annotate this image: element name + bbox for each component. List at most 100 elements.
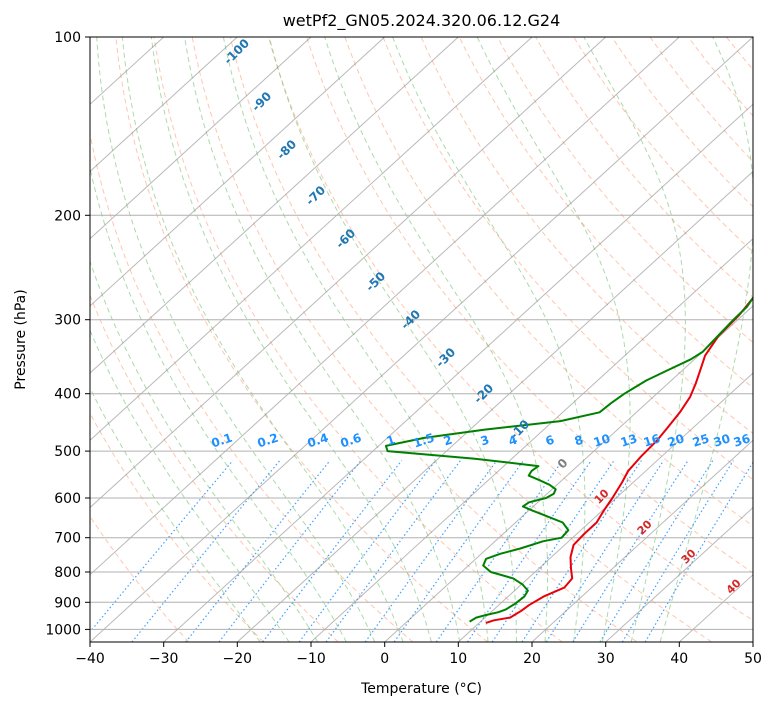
dry-adiabat-line (229, 37, 712, 642)
isotherm-line (605, 506, 753, 642)
y-tick-label: 800 (54, 565, 81, 581)
isotherm-line (310, 237, 753, 642)
dry-adiabat-line (687, 37, 753, 117)
isotherm-line (90, 37, 533, 442)
mixing-ratio-label: 16 (642, 431, 662, 449)
x-axis-ticks: −40 −30 −20 −10 0 10 20 30 40 50 (75, 642, 762, 667)
moist-adiabat-line (90, 387, 261, 642)
moist-adiabat-line (392, 37, 586, 642)
isotherm-line (236, 170, 753, 642)
dry-adiabat-line (153, 37, 563, 642)
moist-adiabat-label: -20 (471, 381, 496, 406)
y-tick-label: 1000 (45, 622, 81, 638)
dry-adiabat-label: 30 (679, 546, 699, 566)
isotherm-line (90, 37, 607, 509)
isotherm-line (531, 439, 753, 642)
mixing-ratio-label: 1.5 (412, 431, 437, 451)
mixing-ratio-label: 0.2 (256, 431, 281, 451)
isotherm-line (752, 641, 753, 642)
dry-adiabat-line (573, 37, 753, 253)
mixing-ratio-label: 36 (732, 431, 752, 449)
mixing-ratio-line (298, 460, 437, 642)
dry-adiabat-line (458, 37, 753, 389)
dewpoint-profile-line (384, 295, 753, 623)
plot-area: -100-90-80-70-60-50-40-30-20-10010203040… (90, 37, 753, 642)
isotherm-line (90, 37, 238, 173)
x-tick-label: 0 (380, 651, 389, 667)
moist-adiabat-line (476, 37, 631, 642)
mixing-ratio-lines (90, 460, 753, 642)
mixing-ratio-label: 0.1 (210, 431, 235, 451)
moist-adiabats (90, 37, 753, 642)
dry-adiabat-line (90, 131, 414, 642)
dry-adiabat-line (191, 37, 638, 642)
dry-adiabat-line (90, 293, 339, 642)
x-tick-label: −10 (296, 651, 326, 667)
y-tick-label: 200 (54, 208, 81, 224)
moist-adiabat-line (268, 37, 517, 642)
mixing-ratio-label: 3 (479, 433, 491, 449)
x-tick-label: 50 (744, 651, 762, 667)
mixing-ratio-line (599, 460, 714, 642)
mixing-ratio-line (325, 460, 461, 642)
x-tick-label: −40 (75, 651, 105, 667)
dry-adiabat-line (382, 37, 753, 481)
isotherm-line (457, 372, 753, 642)
dry-adiabat-line (90, 515, 190, 642)
mixing-ratio-label: 8 (573, 433, 585, 449)
dry-adiabat-line (611, 37, 753, 208)
dry-adiabat-label: 20 (635, 517, 655, 537)
temperature-profile-line (485, 296, 753, 624)
mixing-ratio-label: 4 (507, 433, 519, 449)
moist-adiabat-line (583, 37, 686, 642)
profile-series (384, 295, 753, 624)
isotherm-line (90, 37, 386, 307)
mixing-ratio-line (393, 460, 524, 642)
mixing-ratio-label: 0.4 (306, 431, 331, 451)
dry-adiabat-line (726, 37, 753, 71)
x-tick-label: 10 (449, 651, 467, 667)
moist-adiabat-line (184, 37, 461, 642)
dry-adiabat-line (115, 37, 488, 642)
y-tick-label: 600 (54, 491, 81, 507)
moist-adiabat-line (222, 37, 489, 642)
mixing-ratio-label: 30 (712, 431, 732, 449)
mixing-ratio-label: 20 (666, 431, 686, 449)
y-axis-ticks: 1000 900 800 700 600 500 400 300 200 100 (45, 30, 90, 638)
moist-adiabat-line (324, 37, 549, 642)
mixing-ratio-line (467, 460, 592, 642)
y-tick-label: 900 (54, 595, 81, 611)
mixing-ratio-label: 6 (544, 433, 556, 449)
moist-adiabat-line (96, 37, 376, 642)
moist-adiabat-label: -60 (333, 226, 358, 251)
isotherms (90, 37, 753, 642)
mixing-ratio-line (545, 460, 665, 642)
mixing-ratio-line (621, 460, 734, 642)
x-tick-label: 20 (523, 651, 541, 667)
dry-adiabat-line (344, 37, 753, 527)
y-tick-label: 100 (54, 30, 81, 46)
pressure-gridlines (90, 37, 753, 630)
mixing-ratio-line (644, 461, 753, 642)
dry-adiabat-line (535, 37, 753, 298)
x-tick-label: −20 (223, 651, 253, 667)
mixing-ratio-line (131, 460, 281, 642)
isotherm-line (90, 37, 753, 642)
moist-adiabat-line (659, 37, 753, 642)
dry-adiabat-line (268, 37, 753, 622)
dry-adiabat-line (306, 37, 753, 574)
x-tick-label: 40 (670, 651, 688, 667)
mixing-ratio-label: 1 (385, 433, 397, 449)
moist-adiabat-line (90, 328, 290, 642)
moist-adiabat-line (150, 37, 432, 642)
moist-adiabat-label: -80 (274, 137, 299, 162)
isotherm-line (90, 37, 459, 374)
mixing-ratio-label: 13 (619, 431, 639, 449)
mixing-ratio-label: 25 (691, 431, 711, 449)
isotherm-line (163, 103, 753, 642)
mixing-ratio-line (218, 460, 362, 642)
y-tick-label: 500 (54, 444, 81, 460)
moist-adiabat-label: -40 (398, 307, 423, 332)
mixing-ratio-label: 2 (442, 433, 454, 449)
